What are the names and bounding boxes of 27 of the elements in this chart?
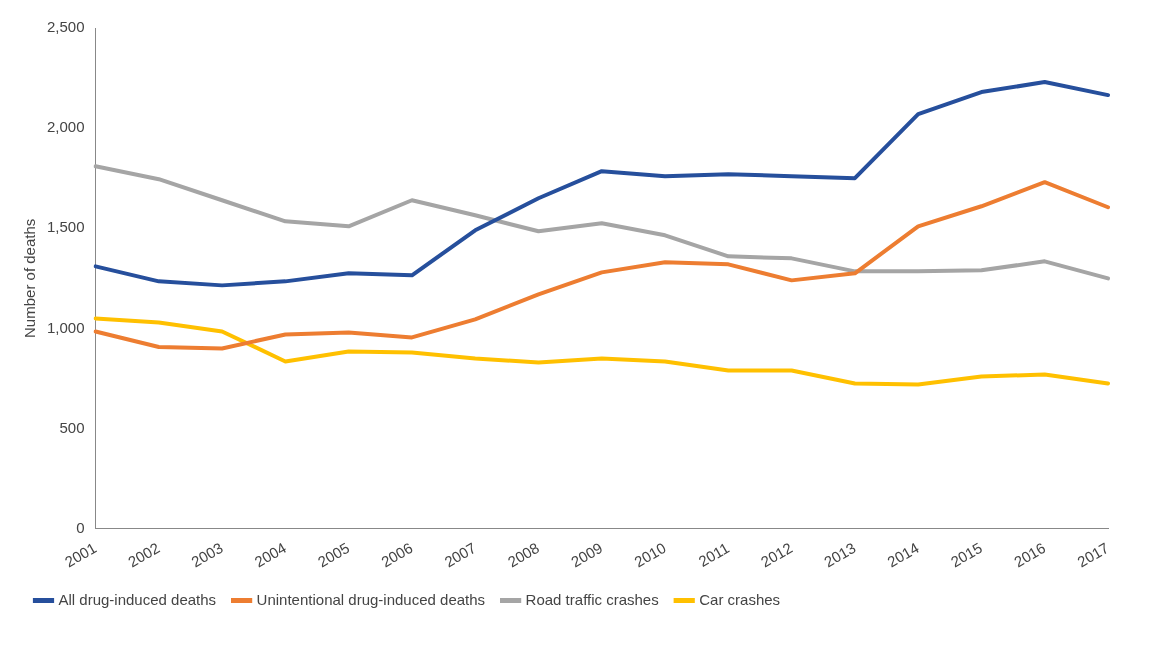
- y-tick-label: 1,500: [46, 218, 85, 236]
- x-tick-label: 2011: [695, 538, 732, 570]
- y-tick-label: 2,500: [46, 18, 85, 36]
- legend-label: Car crashes: [699, 590, 781, 608]
- x-tick-label: 2016: [1010, 538, 1049, 571]
- x-tick-label: 2013: [821, 538, 859, 571]
- x-tick-label: 2014: [884, 538, 922, 571]
- y-tick-label: 1,000: [46, 318, 85, 336]
- legend-label: Road traffic crashes: [525, 590, 659, 608]
- x-tick-label: 2004: [251, 538, 289, 571]
- x-tick-label: 2006: [378, 538, 416, 571]
- x-tick-label: 2017: [1074, 538, 1112, 571]
- x-tick-label: 2005: [314, 538, 353, 571]
- y-tick-label: 0: [76, 518, 85, 536]
- x-tick-label: 2015: [947, 538, 986, 571]
- x-tick-label: 2009: [567, 538, 606, 571]
- x-tick-label: 2008: [504, 538, 543, 571]
- y-tick-label: 2,000: [46, 118, 85, 136]
- x-tick-label: 2001: [61, 538, 100, 571]
- x-tick-label: 2003: [188, 538, 226, 571]
- y-tick-label: 500: [59, 418, 85, 436]
- x-tick-label: 2002: [125, 538, 163, 571]
- x-tick-label: 2012: [757, 538, 796, 571]
- y-axis-title: Number of deaths: [21, 218, 39, 338]
- legend-label: Unintentional drug-induced deaths: [256, 590, 486, 608]
- legend-label: All drug-induced deaths: [58, 590, 217, 608]
- x-tick-label: 2010: [631, 538, 669, 571]
